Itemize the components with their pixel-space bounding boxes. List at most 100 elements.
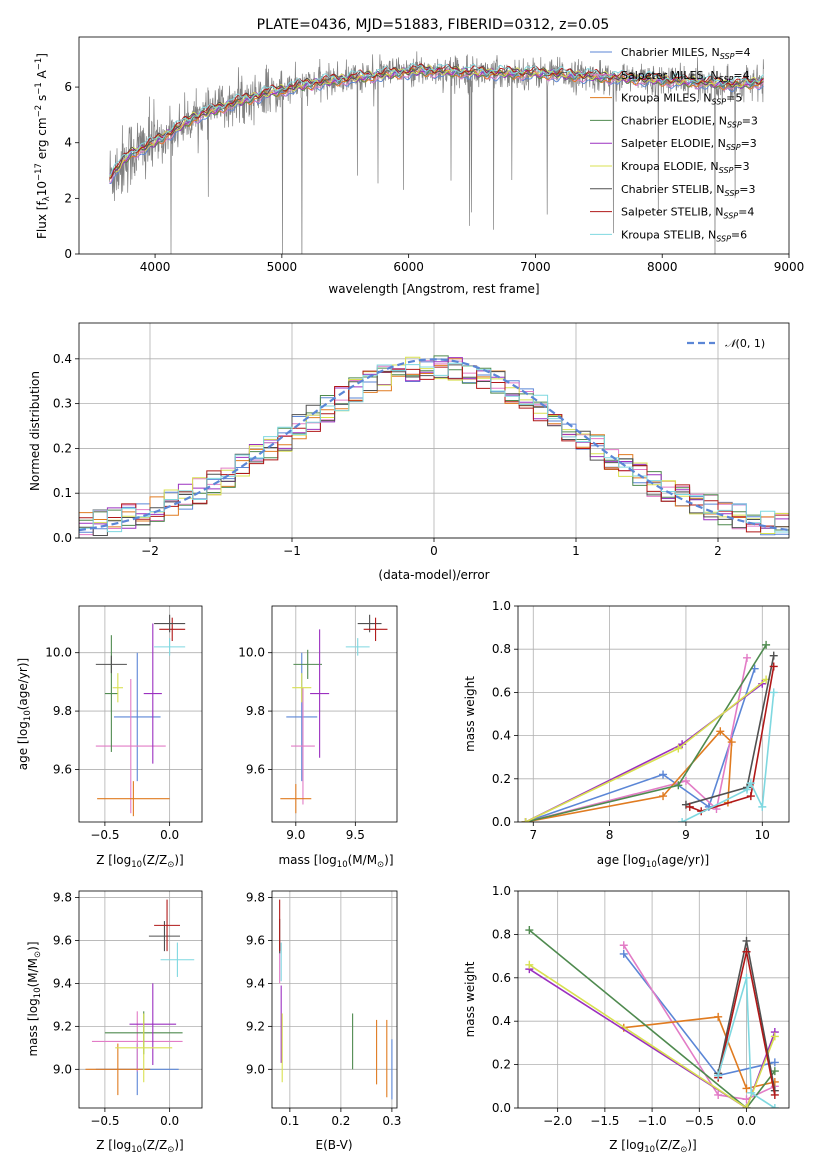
- weight-line: [528, 929, 776, 1108]
- weight-marker: [758, 802, 767, 811]
- plot-area-mass_age: [280, 614, 388, 814]
- axes-frame-z_age: [78, 605, 203, 823]
- plot-area-ebv_mass: [279, 899, 393, 1100]
- plot-area-residuals: [79, 355, 789, 538]
- weight-marker: [716, 727, 725, 736]
- y-tick-label: 1.0: [492, 599, 511, 613]
- weight-line: [525, 657, 748, 822]
- legend-entry: Chabrier ELODIE, NSSP=3: [621, 114, 758, 129]
- x-tick-label: 8: [606, 828, 614, 842]
- legend-entry: Kroupa ELODIE, NSSP=3: [621, 160, 750, 175]
- weight-marker: [742, 1104, 751, 1108]
- x-tick-label: 9.5: [346, 828, 365, 842]
- weight-marker: [619, 941, 628, 950]
- weight-marker: [525, 926, 534, 935]
- y-tick-label: 10.0: [45, 646, 72, 660]
- x-tick-label: 9: [682, 828, 690, 842]
- x-tick-label: 9.0: [286, 828, 305, 842]
- y-tick-label: 9.8: [246, 704, 265, 718]
- x-axis-label: E(B-V): [315, 1138, 352, 1152]
- weight-marker: [743, 785, 752, 794]
- y-tick-label: 9.4: [246, 976, 265, 990]
- y-axis-label: Flux [fλ10−17 erg cm−2 s−1 A−1]: [34, 53, 52, 239]
- y-tick-label: 0.6: [492, 685, 511, 699]
- weight-marker: [742, 936, 751, 945]
- legend-entry: Salpeter STELIB, NSSP=4: [621, 206, 754, 221]
- legend-spectrum: Chabrier MILES, NSSP=4 Salpeter MILES, NS…: [590, 46, 758, 243]
- y-tick-label: 0: [64, 247, 72, 261]
- panels: 4000 5000 6000 7000 8000 9000 0 2 4 6 Chabrier MIL…: [16, 36, 804, 1155]
- y-tick-label: 9.6: [246, 762, 265, 776]
- plot-area-spectrum: [109, 51, 764, 254]
- legend-entry: Salpeter MILES, NSSP=4: [621, 69, 750, 84]
- x-tick-label: −1.5: [590, 1114, 619, 1128]
- weight-marker: [674, 781, 683, 790]
- y-tick-label: 0.4: [492, 729, 511, 743]
- grid-z_weight: [518, 890, 789, 1109]
- y-tick-label: 9.6: [53, 933, 72, 947]
- y-tick-label: 0.4: [492, 1014, 511, 1028]
- grid-mass_age: [272, 606, 397, 822]
- weight-line: [717, 977, 776, 1108]
- weight-marker: [659, 770, 668, 779]
- weight-marker: [770, 1058, 779, 1067]
- x-axis-label: mass [log10(M/M⊙)]: [278, 853, 393, 870]
- x-tick-label: −0.5: [90, 1114, 119, 1128]
- model-line: [109, 63, 764, 179]
- legend-entry: Kroupa STELIB, NSSP=6: [621, 228, 747, 243]
- y-tick-label: 9.2: [246, 1019, 265, 1033]
- x-tick-label: 6000: [393, 260, 424, 274]
- x-axis-label: Z [log10(Z/Z⊙)]: [609, 1138, 697, 1155]
- weight-marker: [685, 802, 694, 811]
- y-tick-label: 0.0: [53, 531, 72, 545]
- x-tick-label: −0.5: [685, 1114, 714, 1128]
- y-tick-label: 9.8: [53, 704, 72, 718]
- x-axis-label: wavelength [Angstrom, rest frame]: [328, 282, 539, 296]
- weight-marker: [746, 792, 755, 801]
- weight-marker: [619, 949, 628, 958]
- axes-frame-ebv_mass: [271, 890, 398, 1109]
- y-tick-label: 0.0: [492, 815, 511, 829]
- legend-entry: 𝒩(0, 1): [725, 337, 765, 350]
- y-tick-label: 0.2: [492, 772, 511, 786]
- legend-entry: Salpeter ELODIE, NSSP=3: [621, 137, 757, 152]
- weight-marker: [678, 818, 687, 822]
- x-axis-label: (data-model)/error: [378, 568, 489, 582]
- y-tick-label: 9.8: [53, 890, 72, 904]
- weight-marker: [742, 947, 751, 956]
- plot-area-z_mass: [85, 899, 195, 1096]
- axes-frame-z_mass: [78, 890, 203, 1109]
- weight-marker: [727, 738, 736, 747]
- y-tick-label: 2: [64, 191, 72, 205]
- x-axis-label: Z [log10(Z/Z⊙)]: [96, 1138, 184, 1155]
- weight-marker: [681, 776, 690, 785]
- x-tick-label: −2.0: [543, 1114, 572, 1128]
- plot-area-z_age: [95, 614, 186, 817]
- weight-marker: [525, 960, 534, 969]
- weight-marker: [742, 1084, 751, 1093]
- panel-z_age: −0.5 0.0 9.6 9.8 10.0 Z [log10(Z/Z⊙)] age [log…: [16, 605, 203, 870]
- weight-marker: [770, 1090, 779, 1099]
- panel-spectrum: 4000 5000 6000 7000 8000 9000 0 2 4 6 Chabrier MIL…: [34, 36, 804, 296]
- y-axis-label: mass weight: [463, 676, 477, 752]
- weight-marker: [769, 688, 778, 697]
- y-tick-label: 6: [64, 80, 72, 94]
- weight-marker: [674, 744, 683, 753]
- y-tick-label: 9.2: [53, 1019, 72, 1033]
- legend-entry: Kroupa MILES, NSSP=5: [621, 92, 742, 107]
- y-tick-label: 9.6: [246, 933, 265, 947]
- x-tick-label: 4000: [140, 260, 171, 274]
- plot-area-age_weight: [521, 640, 778, 822]
- y-tick-label: 9.6: [53, 762, 72, 776]
- grid-z_age: [79, 606, 202, 822]
- y-tick-label: 4: [64, 136, 72, 150]
- grid-age_weight: [518, 605, 789, 823]
- axes-frame-spectrum: [78, 36, 790, 255]
- x-tick-label: 10: [755, 828, 770, 842]
- weight-marker: [770, 1104, 779, 1108]
- x-tick-label: 8000: [647, 260, 678, 274]
- x-tick-label: −1: [283, 544, 301, 558]
- y-axis-label: Normed distribution: [28, 371, 42, 491]
- normal-curve: [79, 358, 789, 532]
- x-tick-label: 0.0: [737, 1114, 756, 1128]
